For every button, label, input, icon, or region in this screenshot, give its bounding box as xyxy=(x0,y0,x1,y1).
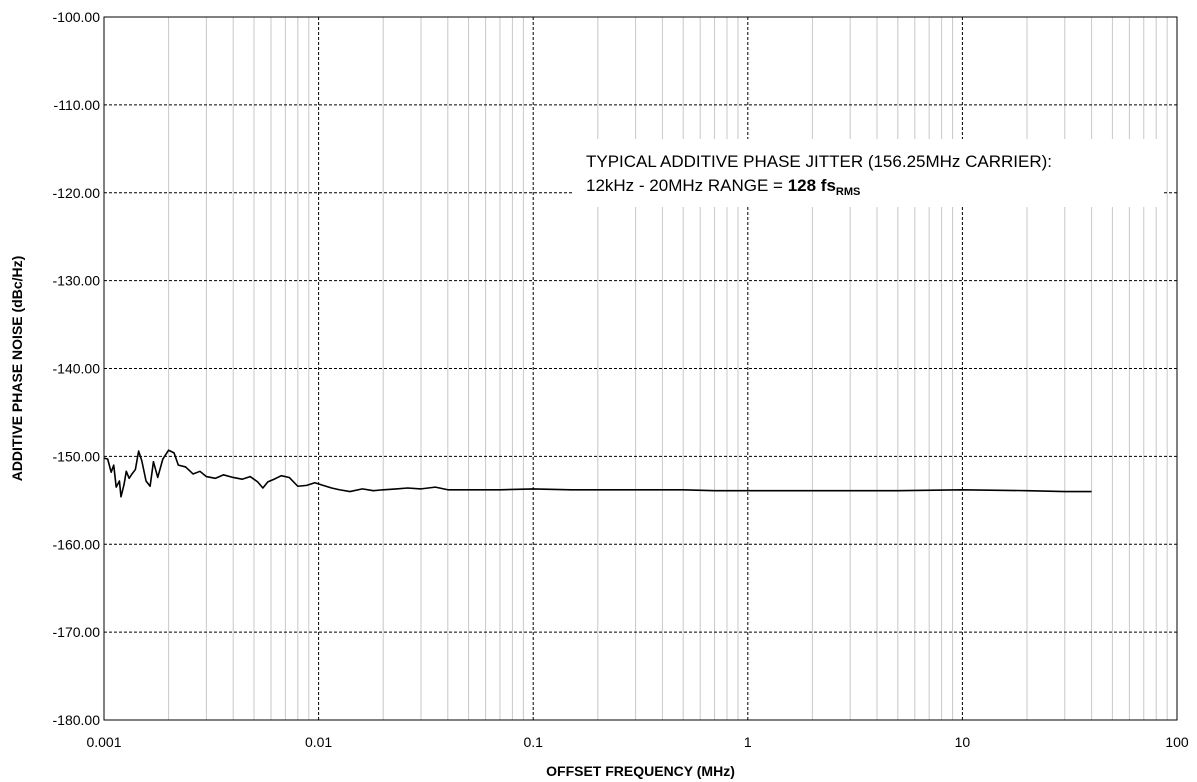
x-axis-tick-labels: 0.001 0.01 0.1 1 10 100 xyxy=(86,734,1188,750)
y-tick-label: -160.00 xyxy=(53,536,101,552)
y-tick-label: -110.00 xyxy=(54,97,101,113)
y-tick-label: -120.00 xyxy=(53,185,101,201)
annotation-jitter-unit-subscript: RMS xyxy=(836,186,860,198)
annotation-range-text: 12kHz - 20MHz RANGE = xyxy=(586,176,788,195)
y-tick-label: -180.00 xyxy=(53,712,101,728)
x-tick-label: 1 xyxy=(744,734,752,750)
series-layer xyxy=(103,449,1092,498)
plot-area-border xyxy=(103,16,1178,721)
y-axis-title: ADDITIVE PHASE NOISE (dBc/Hz) xyxy=(9,256,25,482)
y-tick-label: -150.00 xyxy=(53,448,101,464)
annotation-line-1: TYPICAL ADDITIVE PHASE JITTER (156.25MHz… xyxy=(586,152,1052,171)
series-line xyxy=(103,449,1092,498)
y-axis-tick-labels: -100.00 -110.00 -120.00 -130.00 -140.00 -150.… xyxy=(53,9,101,728)
y-tick-label: -170.00 xyxy=(53,624,101,640)
y-tick-label: -130.00 xyxy=(53,273,101,289)
x-axis-title: OFFSET FREQUENCY (MHz) xyxy=(546,763,735,779)
annotation-background xyxy=(574,139,1162,207)
x-tick-label: 100 xyxy=(1165,734,1189,750)
x-tick-label: 10 xyxy=(955,734,971,750)
y-tick-label: -140.00 xyxy=(53,361,101,377)
jitter-annotation: TYPICAL ADDITIVE PHASE JITTER (156.25MHz… xyxy=(574,139,1162,207)
annotation-line-2: 12kHz - 20MHz RANGE = 128 fsRMS xyxy=(586,176,860,198)
annotation-jitter-value: 128 fs xyxy=(788,176,836,195)
y-tick-label: -100.00 xyxy=(53,9,101,25)
x-tick-label: 0.01 xyxy=(305,734,332,750)
x-tick-label: 0.001 xyxy=(86,734,121,750)
x-tick-label: 0.1 xyxy=(523,734,543,750)
